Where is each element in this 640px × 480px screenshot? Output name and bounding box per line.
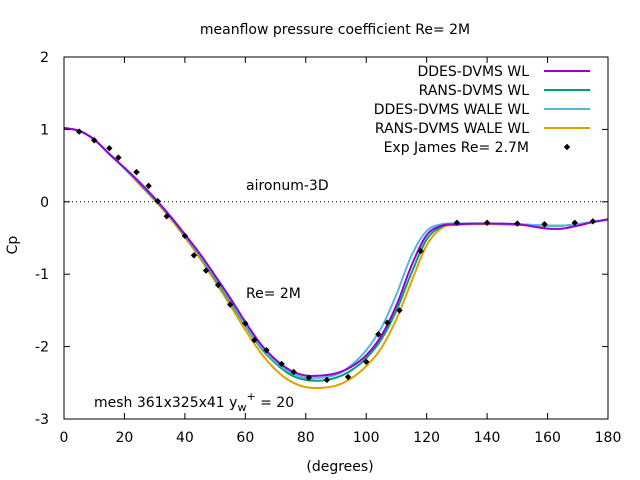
legend-label-rans-dvms-wl: RANS-DVMS WL — [419, 83, 530, 99]
series-layer — [63, 126, 609, 390]
x-tick-label: 140 — [474, 430, 501, 446]
exp-data-point — [396, 307, 403, 314]
ticks-layer: 0 20 40 60 80 100 120 140 160 180 -3 -2 -1 0 1 2 — [35, 50, 621, 446]
reynolds-annotation: Re= 2M — [246, 286, 301, 302]
case-annotation: aironum-3D — [246, 178, 329, 194]
exp-data-point — [190, 252, 198, 259]
y-tick-label: 1 — [40, 122, 49, 138]
points-layer — [75, 128, 597, 384]
exp-data-point — [242, 320, 249, 327]
x-tick-label: 40 — [176, 430, 194, 446]
exp-data-point — [263, 347, 270, 354]
series-line-rans-dvms-wl — [63, 126, 609, 382]
exp-data-point — [541, 221, 548, 228]
mesh-annotation-suffix: = 20 — [256, 395, 294, 411]
exp-data-point — [589, 218, 597, 225]
exp-data-point — [202, 267, 210, 274]
x-tick-label: 180 — [595, 430, 622, 446]
y-tick-label: -2 — [35, 340, 49, 356]
exp-data-point — [344, 373, 352, 381]
x-tick-label: 160 — [534, 430, 561, 446]
exp-data-point — [91, 137, 98, 144]
mesh-annotation-superscript: + — [246, 390, 255, 403]
exp-data-point — [305, 374, 312, 381]
exp-data-point — [133, 168, 140, 176]
exp-data-point — [417, 247, 424, 255]
x-tick-label: 100 — [353, 430, 380, 446]
y-tick-label: -3 — [35, 412, 49, 428]
x-tick-label: 120 — [413, 430, 440, 446]
exp-data-point — [251, 336, 258, 344]
mesh-annotation: mesh 361x325x41 yw+ = 20 — [94, 390, 294, 414]
exp-data-point — [154, 197, 161, 205]
legend-swatch-exp-james-re-2-7m — [563, 143, 571, 151]
mesh-annotation-prefix: mesh 361x325x41 y — [94, 395, 237, 411]
chart-title: meanflow pressure coefficient Re= 2M — [200, 22, 470, 38]
exp-data-point — [227, 301, 234, 308]
exp-data-point — [571, 219, 578, 226]
y-tick-label: -1 — [35, 267, 49, 283]
x-tick-label: 80 — [297, 430, 315, 446]
y-tick-label: 0 — [40, 195, 49, 211]
series-line-rans-dvms-wale-wl — [63, 126, 609, 390]
series-line-ddes-dvms-wl — [63, 126, 609, 378]
exp-data-point — [145, 182, 152, 190]
exp-data-point — [115, 154, 122, 161]
exp-data-point — [375, 331, 382, 338]
plot-frame — [63, 56, 609, 420]
exp-data-point — [214, 281, 222, 289]
x-tick-label: 0 — [60, 430, 69, 446]
legend-label-exp-james-re-2-7m: Exp James Re= 2.7M — [384, 140, 529, 156]
legend: DDES-DVMS WL RANS-DVMS WL DDES-DVMS WALE W… — [374, 64, 590, 156]
x-axis-label: (degrees) — [306, 459, 373, 475]
legend-label-rans-dvms-wale-wl: RANS-DVMS WALE WL — [375, 121, 529, 137]
y-tick-label: 2 — [40, 50, 49, 66]
exp-data-point — [75, 128, 83, 135]
exp-data-point — [163, 213, 170, 220]
x-tick-label: 20 — [116, 430, 134, 446]
exp-data-point — [363, 358, 370, 366]
exp-data-point — [290, 368, 297, 376]
exp-data-point — [278, 360, 285, 368]
exp-data-point — [514, 220, 521, 227]
series-line-ddes-dvms-wale-wl — [63, 126, 609, 380]
exp-data-point — [453, 219, 461, 226]
legend-label-ddes-dvms-wl: DDES-DVMS WL — [417, 64, 529, 80]
x-tick-label: 60 — [236, 430, 254, 446]
y-axis-label: Cp — [5, 236, 21, 255]
legend-label-ddes-dvms-wale-wl: DDES-DVMS WALE WL — [374, 102, 529, 118]
exp-data-point — [106, 145, 113, 152]
exp-data-point — [483, 219, 491, 226]
exp-data-point — [323, 376, 331, 384]
exp-data-point — [384, 319, 391, 326]
mesh-annotation-subscript: w — [237, 401, 246, 414]
exp-data-point — [181, 232, 189, 240]
